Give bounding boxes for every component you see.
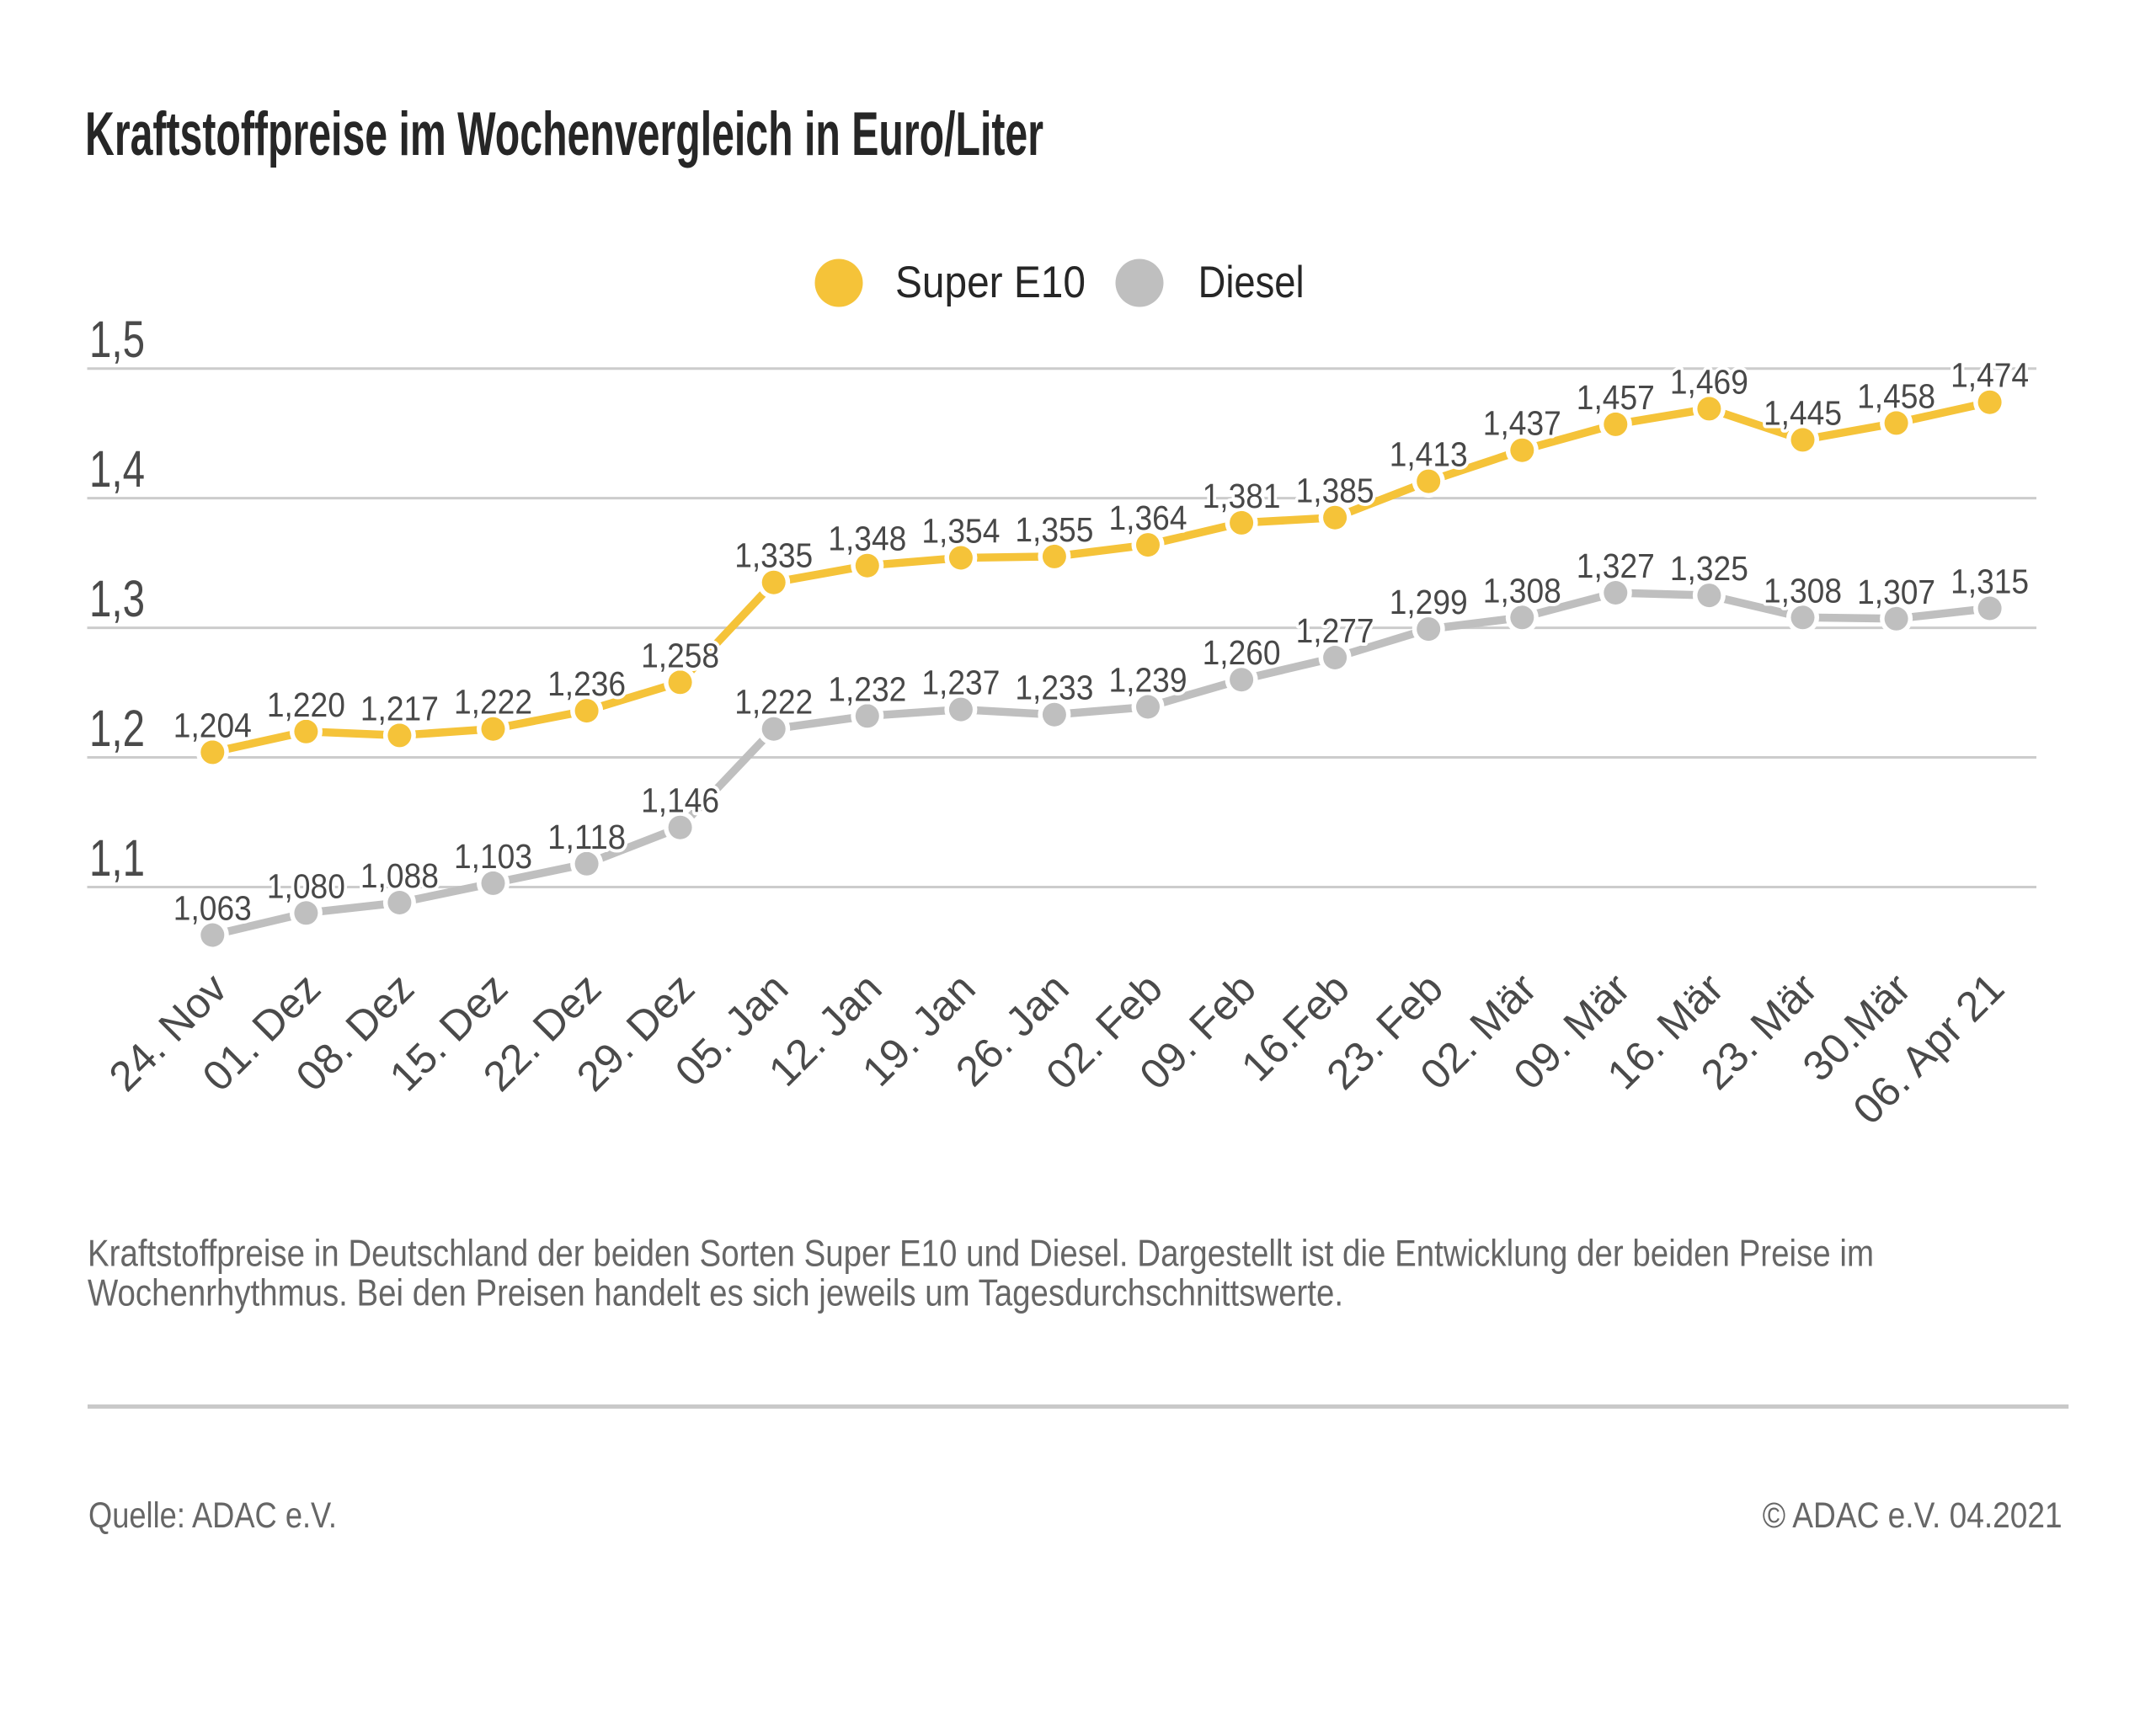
svg-text:1,260: 1,260 — [1203, 633, 1281, 672]
svg-text:1,457: 1,457 — [1577, 378, 1655, 417]
svg-text:1,308: 1,308 — [1764, 571, 1842, 610]
svg-text:1,063: 1,063 — [173, 889, 252, 928]
svg-text:1,237: 1,237 — [921, 663, 1000, 702]
svg-text:1,236: 1,236 — [547, 664, 626, 703]
svg-text:1,348: 1,348 — [828, 520, 906, 558]
svg-text:1,335: 1,335 — [734, 536, 813, 575]
svg-text:1,458: 1,458 — [1857, 376, 1935, 415]
svg-text:1,118: 1,118 — [547, 818, 626, 856]
svg-text:1,474: 1,474 — [1951, 356, 2029, 395]
svg-text:1,469: 1,469 — [1670, 362, 1748, 401]
svg-text:1,4: 1,4 — [89, 440, 145, 498]
svg-text:1,355: 1,355 — [1015, 510, 1093, 549]
svg-text:© ADAC e.V. 04.2021: © ADAC e.V. 04.2021 — [1763, 1495, 2063, 1536]
svg-text:Wochenrhythmus. Bei den Preise: Wochenrhythmus. Bei den Preisen handelt … — [88, 1273, 1343, 1314]
svg-text:1,5: 1,5 — [89, 311, 145, 368]
svg-text:1,222: 1,222 — [734, 683, 813, 722]
svg-text:1,315: 1,315 — [1951, 562, 2029, 601]
svg-text:1,3: 1,3 — [89, 570, 145, 627]
svg-text:1,277: 1,277 — [1296, 611, 1374, 650]
svg-text:Quelle: ADAC e.V.: Quelle: ADAC e.V. — [88, 1495, 337, 1536]
svg-text:1,354: 1,354 — [921, 512, 1000, 551]
svg-text:1,445: 1,445 — [1764, 393, 1842, 432]
svg-text:Kraftstoffpreise in Deutschlan: Kraftstoffpreise in Deutschland der beid… — [88, 1234, 1874, 1275]
svg-text:1,239: 1,239 — [1109, 661, 1187, 700]
svg-text:1,088: 1,088 — [360, 856, 439, 895]
svg-text:1,299: 1,299 — [1390, 583, 1468, 621]
svg-text:1,204: 1,204 — [173, 706, 252, 744]
svg-text:1,232: 1,232 — [828, 669, 906, 708]
svg-text:1,146: 1,146 — [641, 781, 719, 820]
svg-text:1,1: 1,1 — [89, 829, 145, 887]
svg-text:1,222: 1,222 — [454, 683, 532, 722]
svg-text:1,437: 1,437 — [1483, 404, 1561, 443]
svg-text:1,325: 1,325 — [1670, 549, 1748, 588]
svg-text:1,080: 1,080 — [267, 866, 345, 905]
svg-text:1,385: 1,385 — [1296, 472, 1374, 510]
svg-text:Diesel: Diesel — [1198, 258, 1305, 307]
svg-text:1,220: 1,220 — [267, 685, 345, 724]
svg-text:1,217: 1,217 — [360, 689, 439, 727]
svg-text:1,364: 1,364 — [1109, 498, 1187, 537]
svg-text:1,307: 1,307 — [1857, 573, 1935, 611]
svg-text:1,2: 1,2 — [89, 700, 145, 757]
svg-text:1,381: 1,381 — [1203, 477, 1281, 515]
svg-text:Super E10: Super E10 — [895, 258, 1086, 307]
svg-text:1,233: 1,233 — [1015, 669, 1093, 707]
svg-text:1,103: 1,103 — [454, 837, 532, 876]
svg-text:Kraftstoffpreise im Wochenverg: Kraftstoffpreise im Wochenvergleich in E… — [85, 100, 1043, 168]
svg-text:1,413: 1,413 — [1390, 435, 1468, 474]
svg-text:1,327: 1,327 — [1577, 546, 1655, 585]
svg-text:1,308: 1,308 — [1483, 571, 1561, 610]
svg-text:1,258: 1,258 — [641, 636, 719, 674]
